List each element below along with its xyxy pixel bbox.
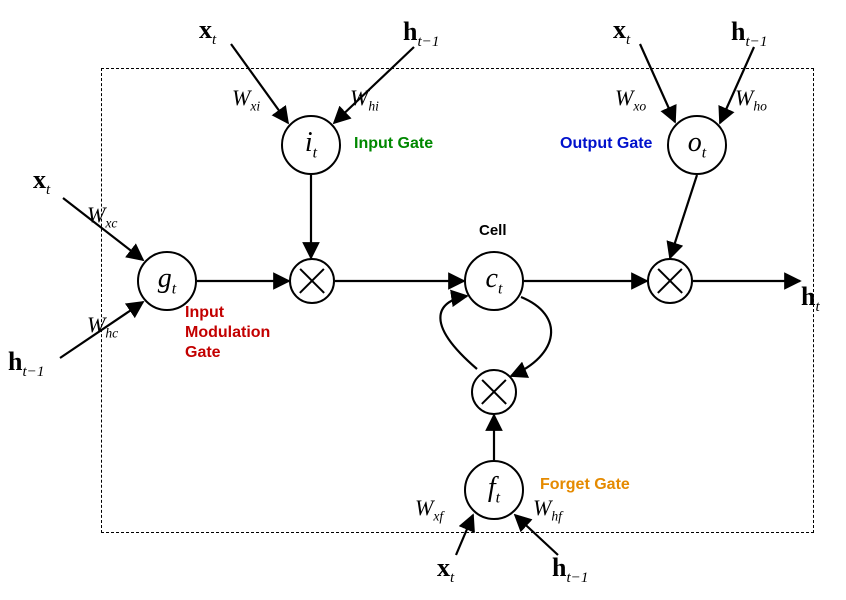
node-f: ft xyxy=(464,460,524,520)
label-input-mod-2: Modulation xyxy=(185,325,270,341)
label-output-gate: Output Gate xyxy=(560,136,652,152)
io-ht1-g: ht−1 xyxy=(8,349,44,380)
mul-2 xyxy=(471,369,517,415)
node-g: gt xyxy=(137,251,197,311)
label-input-gate: Input Gate xyxy=(354,136,433,152)
node-i: it xyxy=(281,115,341,175)
node-o: ot xyxy=(667,115,727,175)
io-ht1-f: ht−1 xyxy=(552,555,588,586)
node-c: ct xyxy=(464,251,524,311)
node-i-label: it xyxy=(305,127,317,163)
w-xc: Wxc xyxy=(87,204,117,230)
io-xt-g: xt xyxy=(33,167,50,198)
lstm-diagram: gt it ct ot ft Input Gate Output Gate Fo… xyxy=(0,0,846,600)
label-forget-gate: Forget Gate xyxy=(540,477,630,493)
node-g-label: gt xyxy=(158,263,176,299)
label-cell: Cell xyxy=(479,223,507,238)
label-input-mod-1: Input xyxy=(185,305,224,321)
w-ho: Who xyxy=(735,87,767,113)
label-input-mod-3: Gate xyxy=(185,345,221,361)
w-xo: Wxo xyxy=(615,87,646,113)
node-o-label: ot xyxy=(688,127,706,163)
w-xi: Wxi xyxy=(232,87,260,113)
mul-3 xyxy=(647,258,693,304)
mul-1 xyxy=(289,258,335,304)
io-ht1-o: ht−1 xyxy=(731,19,767,50)
w-hc: Whc xyxy=(87,314,118,340)
w-hf: Whf xyxy=(533,497,562,523)
io-xt-o: xt xyxy=(613,17,630,48)
w-xf: Wxf xyxy=(415,497,443,523)
io-xt-i: xt xyxy=(199,17,216,48)
io-ht1-i: ht−1 xyxy=(403,19,439,50)
node-f-label: ft xyxy=(488,472,500,508)
io-xt-f: xt xyxy=(437,555,454,586)
node-c-label: ct xyxy=(486,263,503,299)
w-hi: Whi xyxy=(350,87,379,113)
io-ht-out: ht xyxy=(801,284,820,315)
